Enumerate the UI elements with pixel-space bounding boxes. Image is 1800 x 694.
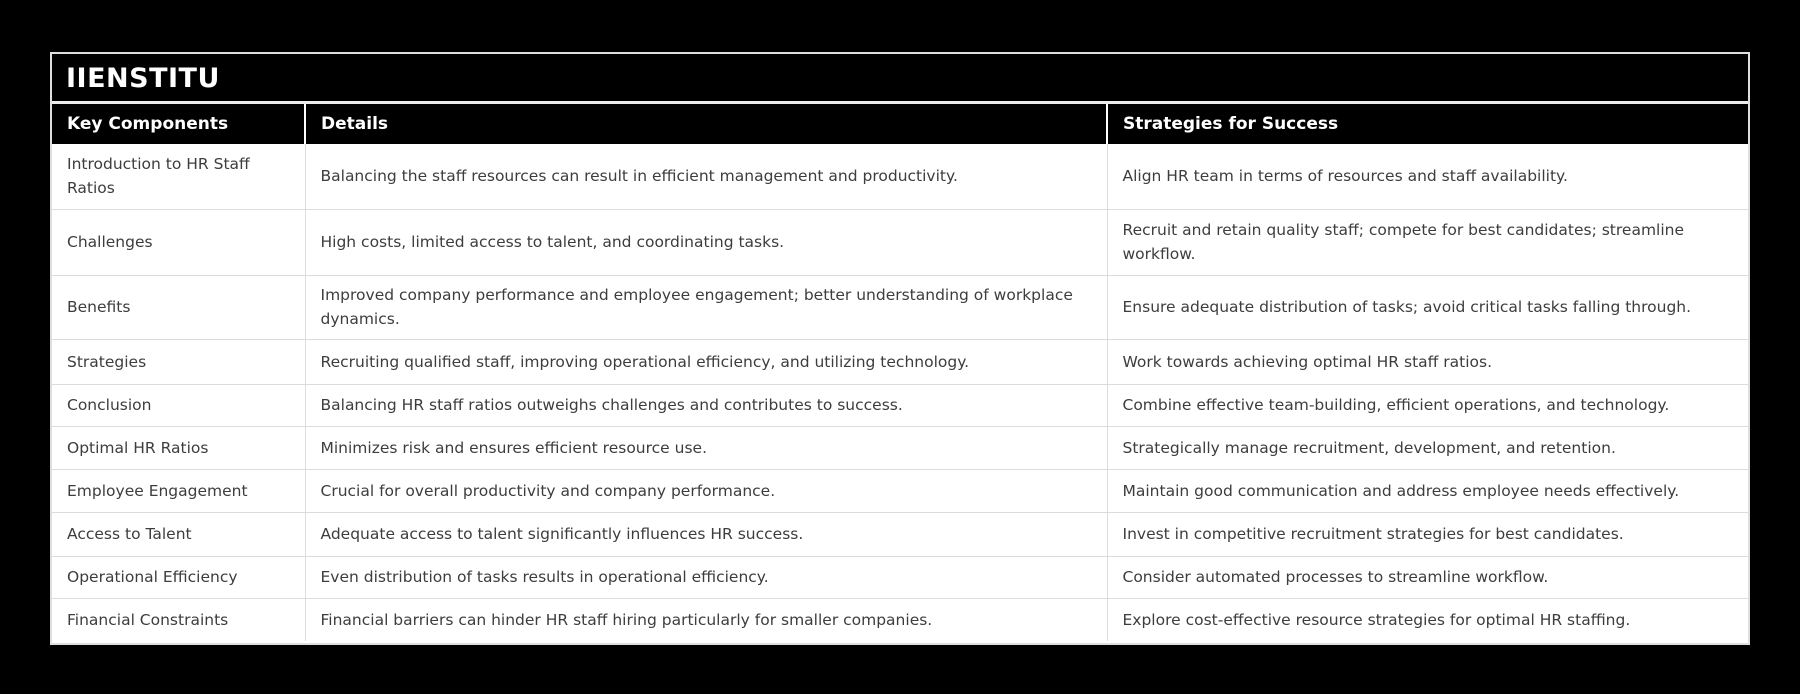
table-row: Operational Efficiency Even distribution… [52, 555, 1748, 598]
cell-key-component: Access to Talent [52, 511, 305, 556]
cell-key-component: Financial Constraints [52, 597, 305, 641]
cell-key-component: Strategies [52, 338, 305, 384]
cell-strategy: Consider automated processes to streamli… [1106, 555, 1748, 598]
table-row: Benefits Improved company performance an… [52, 274, 1748, 339]
cell-details: Balancing the staff resources can result… [304, 144, 1107, 209]
column-header-details: Details [304, 104, 1107, 144]
table-row: Access to Talent Adequate access to tale… [52, 511, 1748, 556]
cell-strategy: Explore cost-effective resource strategi… [1106, 597, 1748, 641]
cell-key-component: Introduction to HR Staff Ratios [52, 144, 305, 209]
cell-details: Recruiting qualified staff, improving op… [304, 338, 1107, 384]
cell-details: Minimizes risk and ensures efficient res… [304, 425, 1107, 469]
cell-key-component: Optimal HR Ratios [52, 425, 305, 469]
cell-strategy: Maintain good communication and address … [1106, 468, 1748, 512]
cell-details: Financial barriers can hinder HR staff h… [304, 597, 1107, 641]
cell-details: Balancing HR staff ratios outweighs chal… [304, 383, 1107, 426]
cell-details: High costs, limited access to talent, an… [304, 208, 1107, 275]
table-row: Financial Constraints Financial barriers… [52, 597, 1748, 641]
cell-key-component: Operational Efficiency [52, 555, 305, 598]
hr-ratios-table: Key Components Details Strategies for Su… [52, 104, 1748, 641]
table-row: Conclusion Balancing HR staff ratios out… [52, 383, 1748, 426]
report-card: IIENSTITU Key Components Details Strateg… [50, 52, 1750, 645]
table-row: Optimal HR Ratios Minimizes risk and ens… [52, 425, 1748, 469]
cell-strategy: Invest in competitive recruitment strate… [1106, 511, 1748, 556]
column-header-key-components: Key Components [52, 104, 305, 144]
cell-details: Improved company performance and employe… [304, 274, 1107, 339]
header-row: Key Components Details Strategies for Su… [52, 104, 1748, 144]
cell-strategy: Work towards achieving optimal HR staff … [1106, 338, 1748, 384]
cell-key-component: Benefits [52, 274, 305, 339]
cell-strategy: Strategically manage recruitment, develo… [1106, 425, 1748, 469]
cell-details: Adequate access to talent significantly … [304, 511, 1107, 556]
cell-key-component: Challenges [52, 208, 305, 275]
column-header-strategies: Strategies for Success [1106, 104, 1748, 144]
cell-strategy: Ensure adequate distribution of tasks; a… [1106, 274, 1748, 339]
cell-key-component: Employee Engagement [52, 468, 305, 512]
cell-strategy: Align HR team in terms of resources and … [1106, 144, 1748, 209]
brand-title: IIENSTITU [52, 54, 1748, 104]
table-row: Employee Engagement Crucial for overall … [52, 468, 1748, 512]
table-row: Challenges High costs, limited access to… [52, 208, 1748, 275]
cell-details: Crucial for overall productivity and com… [304, 468, 1107, 512]
table-row: Introduction to HR Staff Ratios Balancin… [52, 144, 1748, 209]
cell-strategy: Combine effective team-building, efficie… [1106, 383, 1748, 426]
cell-key-component: Conclusion [52, 383, 305, 426]
table-row: Strategies Recruiting qualified staff, i… [52, 338, 1748, 384]
cell-details: Even distribution of tasks results in op… [304, 555, 1107, 598]
cell-strategy: Recruit and retain quality staff; compet… [1106, 208, 1748, 275]
